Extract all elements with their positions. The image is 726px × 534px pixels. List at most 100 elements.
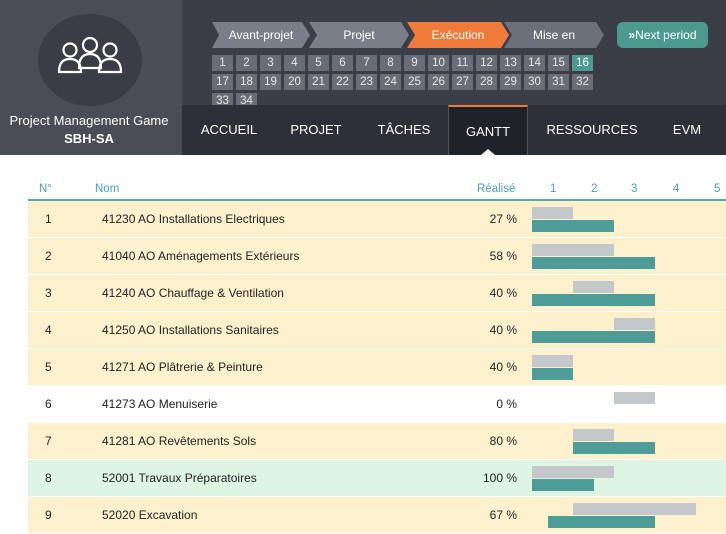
period-8[interactable]: 8 <box>380 55 401 71</box>
task-name: 41240 AO Chauffage & Ventilation <box>102 286 284 300</box>
task-name: 41040 AO Aménagements Extérieurs <box>102 249 300 263</box>
company-name: SBH-SA <box>64 131 114 146</box>
phase-avant-projet[interactable]: Avant-projet <box>212 22 310 48</box>
next-period-button[interactable]: »Next period <box>617 22 708 48</box>
col-header-period: 5 <box>714 183 721 195</box>
period-9[interactable]: 9 <box>404 55 425 71</box>
table-row[interactable]: 6 41273 AO Menuiserie 0 % <box>28 386 726 423</box>
actual-bar <box>532 479 594 491</box>
table-row[interactable]: 8 52001 Travaux Préparatoires 100 % <box>28 460 726 497</box>
planned-bar <box>532 466 614 478</box>
table-row[interactable]: 5 41271 AO Plâtrerie & Peinture 40 % <box>28 349 726 386</box>
period-31[interactable]: 31 <box>548 74 569 90</box>
period-21[interactable]: 21 <box>308 74 329 90</box>
period-10[interactable]: 10 <box>428 55 449 71</box>
task-number: 7 <box>45 434 52 448</box>
planned-bar <box>532 244 614 256</box>
planned-bar <box>573 503 696 515</box>
period-15[interactable]: 15 <box>548 55 569 71</box>
period-14[interactable]: 14 <box>524 55 545 71</box>
table-row[interactable]: 1 41230 AO Installations Electriques 27 % <box>28 201 726 238</box>
actual-bar <box>532 294 655 306</box>
planned-bar <box>532 355 573 367</box>
task-progress: 100 % <box>482 471 517 485</box>
period-5[interactable]: 5 <box>308 55 329 71</box>
team-icon <box>38 14 142 106</box>
task-progress: 80 % <box>489 434 517 448</box>
period-28[interactable]: 28 <box>476 74 497 90</box>
task-number: 2 <box>45 249 52 263</box>
nav-gantt[interactable]: GANTT <box>448 105 528 155</box>
col-header-period: 4 <box>673 183 680 195</box>
app-header: Project Management Game SBH-SA Avant-pro… <box>0 0 726 155</box>
period-3[interactable]: 3 <box>260 55 281 71</box>
period-29[interactable]: 29 <box>500 74 521 90</box>
task-progress: 58 % <box>489 249 517 263</box>
phase-mise-en[interactable]: Mise en <box>504 22 604 48</box>
task-name: 52020 Excavation <box>102 508 198 522</box>
col-header-no: N° <box>39 183 52 195</box>
period-16[interactable]: 16 <box>572 55 593 71</box>
task-progress: 27 % <box>489 212 517 226</box>
col-header-realise: Réalisé <box>477 183 516 195</box>
task-progress: 40 % <box>489 323 517 337</box>
period-25[interactable]: 25 <box>404 74 425 90</box>
period-11[interactable]: 11 <box>452 55 473 71</box>
planned-bar <box>532 207 573 219</box>
task-number: 4 <box>45 323 52 337</box>
actual-bar <box>532 257 655 269</box>
period-13[interactable]: 13 <box>500 55 521 71</box>
task-progress: 40 % <box>489 286 517 300</box>
period-19[interactable]: 19 <box>260 74 281 90</box>
task-number: 3 <box>45 286 52 300</box>
period-27[interactable]: 27 <box>452 74 473 90</box>
task-number: 6 <box>45 397 52 411</box>
col-header-period: 2 <box>591 183 598 195</box>
planned-bar <box>573 281 614 293</box>
phase-execution[interactable]: Exécution <box>407 22 509 48</box>
period-4[interactable]: 4 <box>284 55 305 71</box>
period-24[interactable]: 24 <box>380 74 401 90</box>
app-title: Project Management Game <box>9 113 169 128</box>
period-23[interactable]: 23 <box>356 74 377 90</box>
col-header-period: 1 <box>550 183 557 195</box>
main-nav: ACCUEIL PROJET TÂCHES GANTT RESSOURCES E… <box>182 105 726 155</box>
nav-taches[interactable]: TÂCHES <box>377 122 431 137</box>
brand-panel: Project Management Game SBH-SA <box>0 0 182 155</box>
active-tab-caret-icon <box>481 149 495 155</box>
nav-accueil[interactable]: ACCUEIL <box>200 122 258 137</box>
task-progress: 40 % <box>489 360 517 374</box>
period-7[interactable]: 7 <box>356 55 377 71</box>
period-12[interactable]: 12 <box>476 55 497 71</box>
period-22[interactable]: 22 <box>332 74 353 90</box>
actual-bar <box>548 516 655 528</box>
period-20[interactable]: 20 <box>284 74 305 90</box>
table-header: N° Nom Réalisé 1 2 3 4 5 <box>28 181 726 201</box>
phase-projet[interactable]: Projet <box>309 22 409 48</box>
planned-bar <box>573 429 614 441</box>
task-progress: 67 % <box>489 508 517 522</box>
nav-projet[interactable]: PROJET <box>290 122 342 137</box>
nav-evm[interactable]: EVM <box>672 122 702 137</box>
nav-ressources[interactable]: RESSOURCES <box>546 122 638 137</box>
actual-bar <box>532 331 655 343</box>
double-chevron-right-icon: » <box>628 28 636 42</box>
period-17[interactable]: 17 <box>212 74 233 90</box>
planned-bar <box>614 318 655 330</box>
task-number: 5 <box>45 360 52 374</box>
actual-bar <box>532 368 573 380</box>
period-32[interactable]: 32 <box>572 74 593 90</box>
task-progress: 0 % <box>496 397 517 411</box>
period-1[interactable]: 1 <box>212 55 233 71</box>
period-30[interactable]: 30 <box>524 74 545 90</box>
task-name: 52001 Travaux Préparatoires <box>102 471 257 485</box>
task-number: 9 <box>45 508 52 522</box>
task-name: 41271 AO Plâtrerie & Peinture <box>102 360 263 374</box>
period-18[interactable]: 18 <box>236 74 257 90</box>
period-6[interactable]: 6 <box>332 55 353 71</box>
period-2[interactable]: 2 <box>236 55 257 71</box>
period-26[interactable]: 26 <box>428 74 449 90</box>
actual-bar <box>532 220 614 232</box>
next-period-label: Next period <box>635 28 697 42</box>
task-name: 41230 AO Installations Electriques <box>102 212 285 226</box>
